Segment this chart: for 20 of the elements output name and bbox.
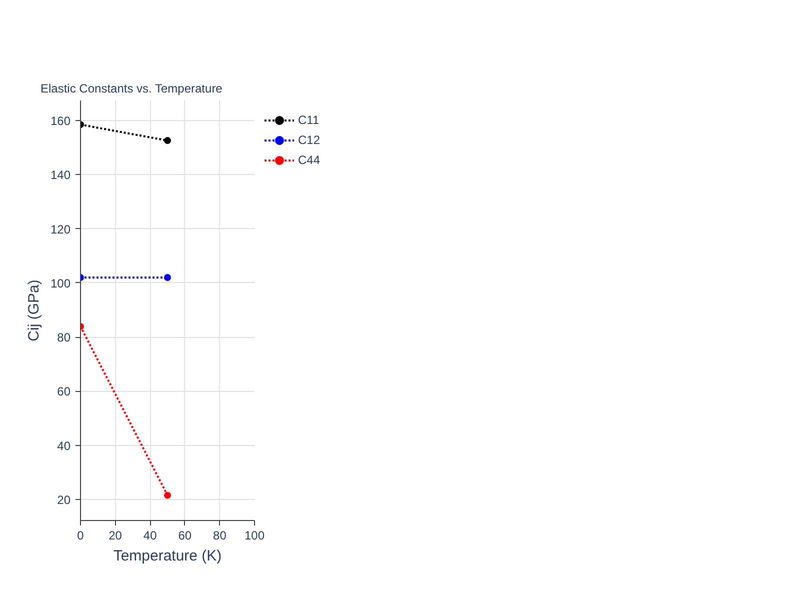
x-tick-label: 80	[213, 528, 227, 542]
y-tick-label: 160	[50, 114, 71, 128]
y-tick-label: 100	[50, 276, 71, 290]
y-tick-label: 80	[57, 330, 71, 345]
x-tick-label: 0	[77, 528, 84, 542]
y-tick-label: 40	[57, 438, 71, 453]
x-tick-label: 100	[244, 528, 265, 542]
y-tick-label: 120	[50, 222, 71, 236]
y-tick-label: 60	[57, 384, 71, 399]
chart-title: Elastic Constants vs. Temperature	[40, 82, 223, 96]
y-tick-label: 20	[57, 492, 71, 507]
x-tick-label: 40	[143, 528, 158, 542]
legend-label: C11	[298, 113, 320, 127]
x-tick-label: 20	[108, 528, 122, 542]
y-axis-title: Cij (GPa)	[25, 280, 42, 342]
x-axis-title: Temperature (K)	[113, 548, 222, 564]
legend-label: C12	[298, 133, 320, 147]
legend-label: C44	[298, 153, 320, 167]
y-tick-label: 140	[50, 168, 71, 182]
x-tick-label: 60	[178, 528, 192, 542]
